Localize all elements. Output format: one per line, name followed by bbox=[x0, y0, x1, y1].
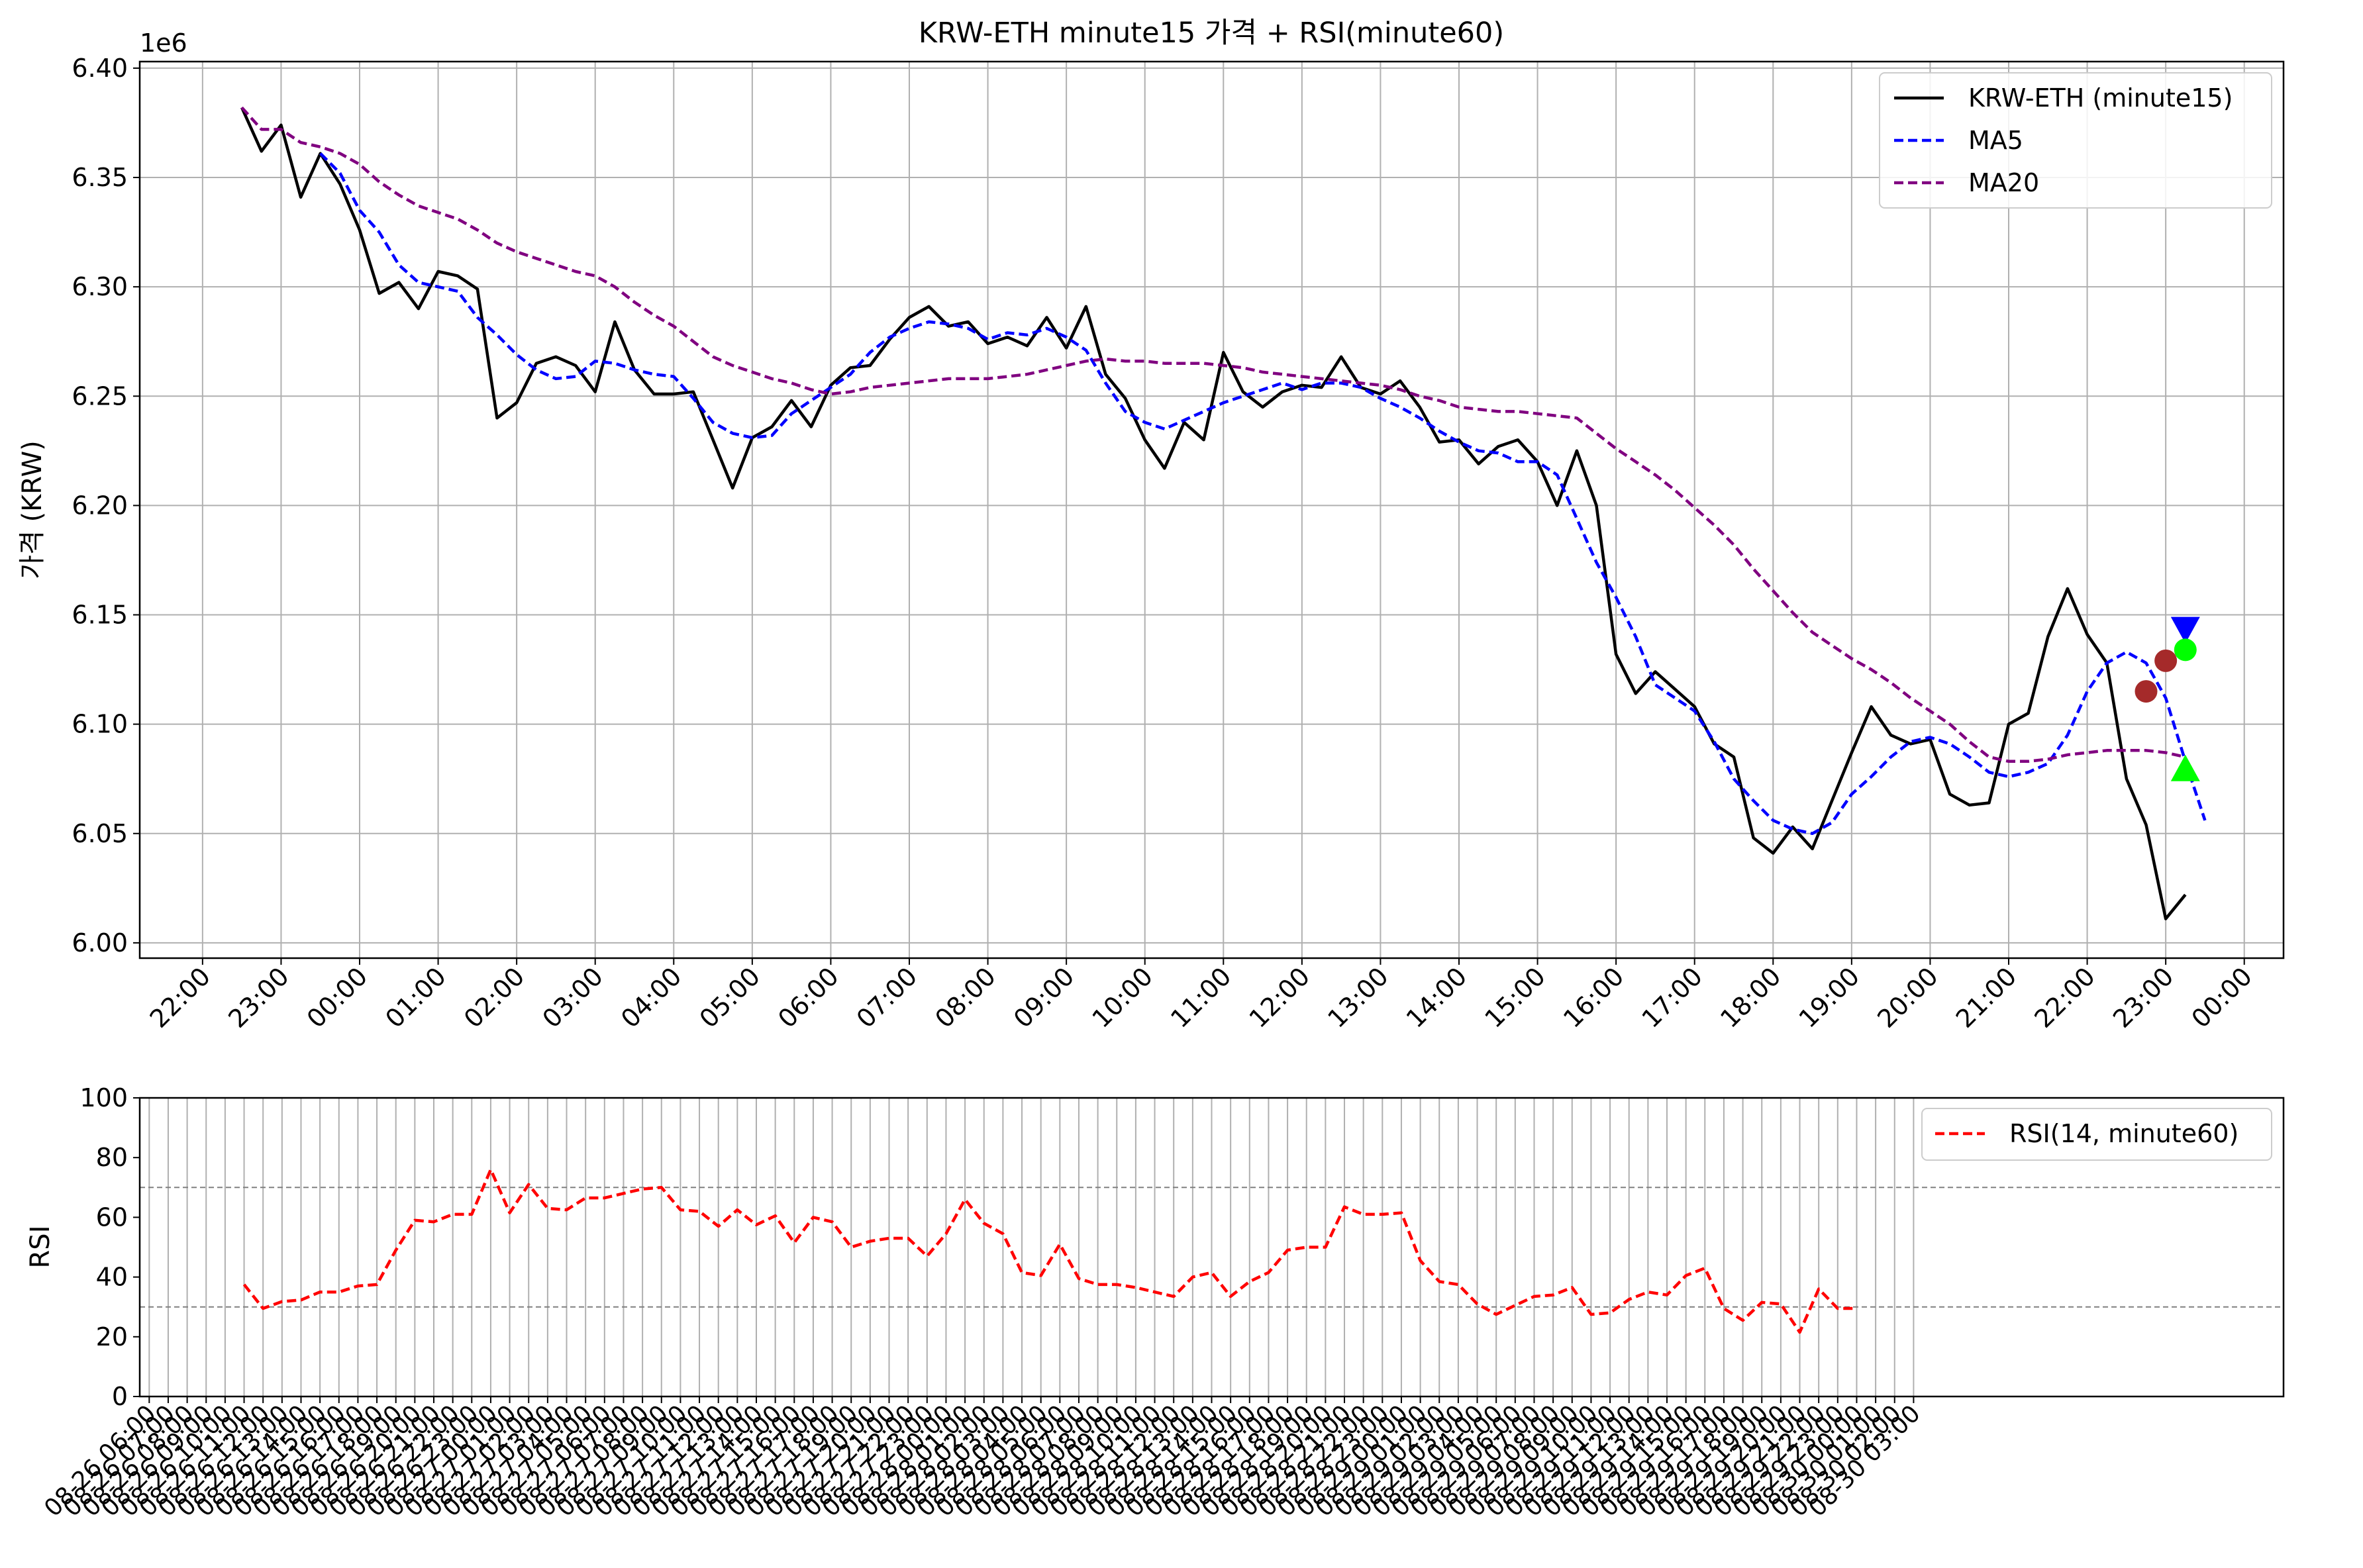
signal-marker-circle bbox=[2135, 680, 2158, 703]
rsi-y-axis-label: RSI bbox=[25, 1226, 56, 1269]
series-line-rsi bbox=[242, 1167, 1857, 1334]
rsi-ytick-label: 60 bbox=[96, 1202, 128, 1232]
price-y-ticks: 6.00 6.05 6.10 6.15 6.20 6.25 6.30 6.35 6.40 bbox=[72, 54, 140, 957]
price-axes-frame bbox=[138, 60, 2285, 959]
figure-title: KRW-ETH minute15 가격 + RSI(minute60) bbox=[919, 17, 1504, 50]
signal-marker-triangle-up bbox=[2170, 754, 2200, 781]
price-ytick-label: 6.10 bbox=[72, 710, 128, 739]
legend-label-ma5: MA5 bbox=[1968, 126, 2023, 155]
price-ytick-label: 6.40 bbox=[72, 54, 128, 83]
price-ytick-label: 6.00 bbox=[72, 928, 128, 957]
legend-label-price: KRW-ETH (minute15) bbox=[1968, 83, 2233, 113]
legend-label-ma20: MA20 bbox=[1968, 168, 2039, 197]
rsi-ytick-label: 100 bbox=[79, 1083, 128, 1112]
price-ytick-label: 6.25 bbox=[72, 381, 128, 411]
signal-marker-circle bbox=[2174, 638, 2197, 662]
signal-marker-circle bbox=[2154, 649, 2178, 672]
price-series-group bbox=[240, 106, 2207, 920]
signal-markers bbox=[2135, 616, 2200, 781]
series-line-ma5 bbox=[319, 152, 2207, 836]
price-ytick-label: 6.35 bbox=[72, 163, 128, 192]
price-ytick-label: 6.15 bbox=[72, 601, 128, 630]
series-line-ma20 bbox=[240, 106, 2186, 763]
rsi-legend: RSI(14, minute60) bbox=[1921, 1108, 2272, 1161]
y-offset-label: 1e6 bbox=[140, 28, 187, 58]
price-legend-box bbox=[1879, 72, 2272, 209]
rsi-ytick-label: 40 bbox=[96, 1263, 128, 1292]
rsi-legend-box bbox=[1921, 1108, 2272, 1161]
price-ytick-label: 6.05 bbox=[72, 819, 128, 848]
rsi-ytick-label: 80 bbox=[96, 1143, 128, 1172]
price-y-axis-label: 가격 (KRW) bbox=[17, 440, 48, 579]
price-ytick-label: 6.30 bbox=[72, 272, 128, 301]
price-legend: KRW-ETH (minute15) MA5 MA20 bbox=[1879, 72, 2272, 209]
series-line-price bbox=[240, 107, 2187, 920]
rsi-ytick-label: 20 bbox=[96, 1322, 128, 1351]
legend-label-rsi: RSI(14, minute60) bbox=[2009, 1119, 2238, 1148]
price-plot-area bbox=[140, 62, 2284, 958]
signal-marker-triangle-down bbox=[2170, 616, 2200, 644]
rsi-series-group bbox=[242, 1167, 1857, 1334]
price-ytick-label: 6.20 bbox=[72, 491, 128, 520]
rsi-grid bbox=[148, 1098, 1915, 1396]
price-panel: 6.006.056.106.156.206.256.306.356.40 22:… bbox=[17, 28, 2285, 1034]
rsi-y-ticks: 0 20 40 60 80 100 bbox=[79, 1083, 140, 1411]
rsi-ytick-label: 0 bbox=[112, 1382, 128, 1411]
